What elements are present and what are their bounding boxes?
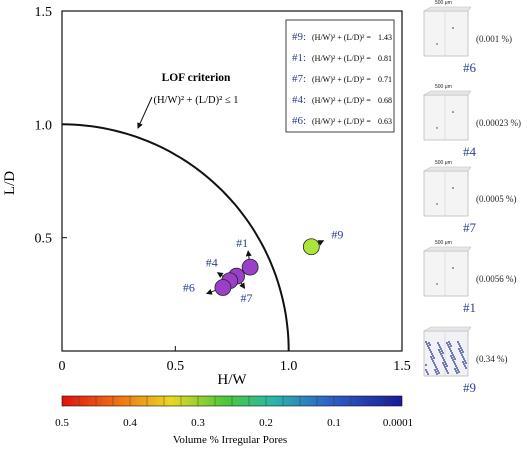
lof-arrow (137, 96, 153, 129)
porosity-percent: (0.34 %) (476, 354, 508, 364)
thumbnail-sample-4 (422, 90, 472, 142)
data-point (241, 258, 259, 276)
x-tick-label: 0.5 (167, 359, 185, 374)
thumbnail-sample-9 (422, 326, 472, 378)
x-tick-label: 1.0 (280, 359, 298, 374)
y-tick-label: 0.5 (35, 232, 53, 247)
legend-row-value: 0.68 (378, 96, 392, 105)
legend-row-label: #1: (292, 52, 306, 64)
legend-row-expression: (H/W)² + (L/D)² = (312, 117, 371, 126)
sample-label: #9 (463, 380, 476, 395)
sample-cube-image (422, 246, 472, 297)
y-axis-label: L/D (2, 171, 18, 195)
sample-cube-image (422, 90, 472, 141)
porosity-percent: (0.00023 %) (476, 118, 521, 128)
ratio-legend-box (285, 19, 395, 133)
point-label: #9 (331, 228, 343, 242)
sample-label: #7 (463, 220, 476, 235)
thumbnail-sample-6 (422, 6, 472, 58)
data-point (302, 238, 320, 256)
point-label: #1 (236, 236, 248, 250)
colorbar-tick-label: 0.3 (191, 417, 205, 429)
sample-label: #6 (463, 60, 476, 75)
porosity-percent: (0.0056 %) (476, 274, 517, 284)
ratio-legend-rows: #9: (H/W)² + (L/D)² = 1.43 #1: (H/W)² + (L/D… (292, 31, 392, 127)
x-axis-label: H/W (217, 372, 247, 388)
colorbar-ticks: 0.5 0.4 0.3 0.2 0.1 0.0001 (55, 396, 413, 429)
legend-row-value: 0.81 (378, 54, 392, 63)
data-point (214, 279, 232, 296)
scale-bar-label: 500 μm (435, 0, 452, 6)
colorbar-label: Volume % Irregular Pores (173, 434, 287, 446)
lof-criterion-label: LOF criterion (162, 72, 231, 84)
legend-row-label: #7: (292, 73, 306, 85)
porosity-percent: (0.0005 %) (476, 194, 517, 204)
point-label: #6 (183, 281, 195, 295)
sample-cube-image (422, 6, 472, 57)
legend-row-expression: (H/W)² + (L/D)² = (312, 75, 371, 84)
point-label: #7 (241, 291, 253, 305)
colorbar-tick-label: 0.2 (259, 417, 273, 429)
legend-row-value: 1.43 (378, 33, 392, 42)
legend-row-expression: (H/W)² + (L/D)² = (312, 33, 371, 42)
scale-bar-label: 500 μm (435, 84, 452, 90)
sample-label: #4 (463, 144, 476, 159)
lof-criterion-curve (61, 123, 290, 352)
point-label: #4 (206, 256, 218, 270)
legend-row-label: #4: (292, 94, 306, 106)
sample-cube-image (422, 326, 472, 377)
y-tick-label: 1.0 (35, 118, 53, 133)
axis-ticks: 0 0.5 1.0 1.5 0.5 1.0 1.5 (35, 5, 411, 374)
porosity-percent: (0.001 %) (476, 34, 512, 44)
legend-row-expression: (H/W)² + (L/D)² = (312, 54, 371, 63)
sample-cube-image (422, 166, 472, 217)
legend-row-expression: (H/W)² + (L/D)² = (312, 96, 371, 105)
colorbar-tick-label: 0.1 (327, 417, 341, 429)
legend-row-value: 0.71 (378, 75, 392, 84)
x-tick-label: 0 (59, 359, 66, 374)
data-points: #9 #1 #7 #4 #6 (183, 228, 343, 305)
legend-row-value: 0.63 (378, 117, 392, 126)
scale-bar-label: 500 μm (435, 160, 452, 166)
colorbar-tick-label: 0.5 (55, 417, 69, 429)
legend-row-label: #9: (292, 31, 306, 43)
legend-row-label: #6: (292, 115, 306, 127)
thumbnail-sample-1 (422, 246, 472, 298)
colorbar-tick-label: 0.0001 (383, 417, 413, 429)
y-tick-label: 1.5 (35, 5, 53, 20)
x-tick-label: 1.5 (393, 359, 411, 374)
scale-bar-label: 500 μm (435, 240, 452, 246)
colorbar-tick-label: 0.4 (123, 417, 137, 429)
sample-label: #1 (463, 300, 476, 315)
lof-formula: (H/W)² + (L/D)² ≤ 1 (153, 95, 238, 106)
thumbnail-panel: 500 μm (0.001 %) #6 500 μm (0.00023 %) #4 50… (415, 0, 527, 452)
thumbnail-sample-7 (422, 166, 472, 218)
plot-frame (61, 10, 403, 352)
